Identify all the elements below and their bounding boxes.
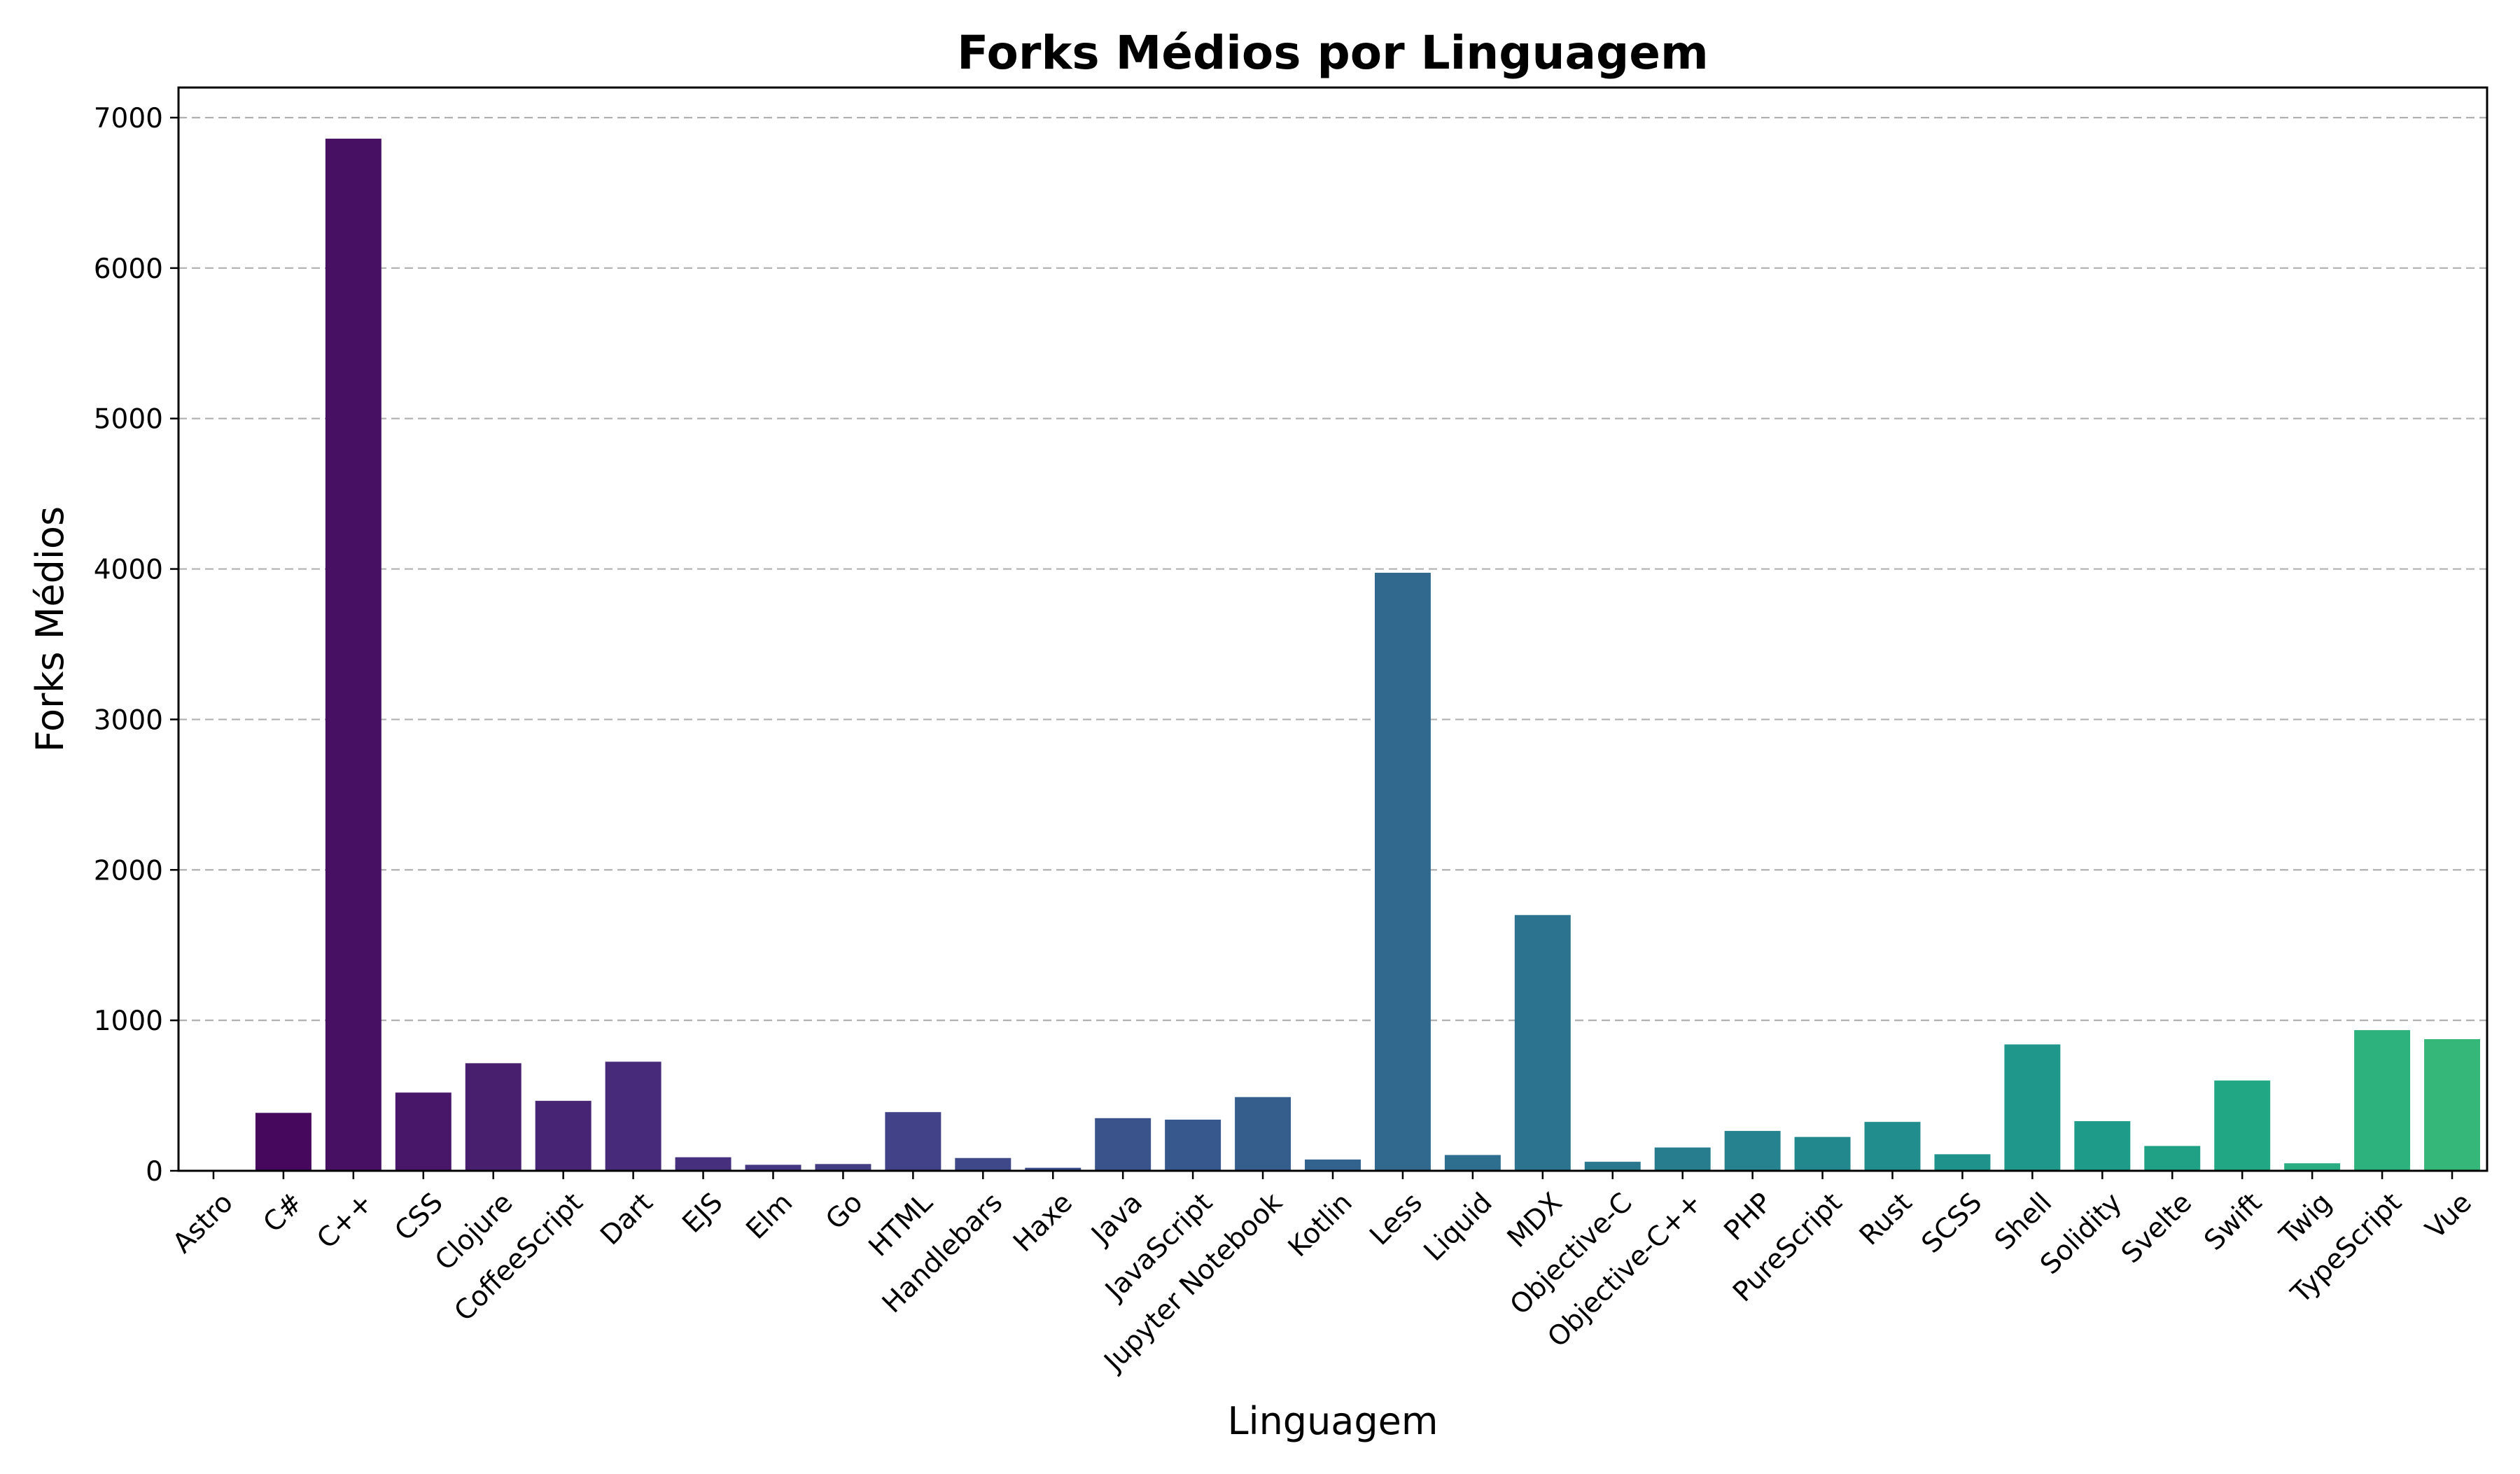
bar-typescript [2354,1030,2411,1171]
bar-haxe [1025,1167,1082,1171]
bar-html [885,1112,941,1171]
bar-java [1095,1118,1152,1171]
x-tick-label: Liquid [1418,1187,1499,1267]
bar-rust [1864,1122,1921,1171]
x-tick-label: Elm [741,1187,799,1246]
bar-liquid [1444,1155,1501,1171]
x-tick-label: CSS [389,1187,449,1247]
bar-shell [2004,1044,2061,1171]
bar-coffeescript [535,1101,592,1171]
bars [185,139,2481,1171]
x-tick-label: Svelte [2115,1187,2198,1270]
x-axis-label: Linguagem [1227,1399,1438,1443]
bar-elm [745,1164,802,1171]
bar-handlebars [955,1157,1011,1171]
chart-title: Forks Médios por Linguagem [957,26,1709,80]
x-tick-label: Astro [167,1187,239,1259]
plot-area-frame [177,86,2488,1172]
x-tick-label: Rust [1854,1187,1918,1251]
x-tick-label: EJS [677,1187,729,1239]
x-tick-label: Kotlin [1282,1187,1359,1263]
bar-php [1724,1131,1781,1171]
y-tick-label: 3000 [94,704,163,736]
bar-dart [605,1062,662,1171]
bar-clojure [465,1063,522,1171]
x-tick-label: Swift [2199,1187,2269,1257]
x-tick-label: C++ [311,1187,379,1255]
bar-scss [1934,1154,1991,1171]
bar-vue [2424,1038,2481,1171]
bar-mdx [1514,915,1571,1171]
bar-solidity [2074,1121,2131,1171]
bar-swift [2214,1080,2271,1171]
y-tick-label: 2000 [94,855,163,887]
bar-less [1374,572,1431,1171]
x-tick-label: PHP [1718,1187,1779,1247]
y-tick-label: 4000 [94,555,163,586]
x-tick-label: Dart [594,1187,659,1251]
bar-ejs [675,1157,732,1171]
bar-objective-c [1584,1162,1641,1171]
y-axis-label: Forks Médios [28,506,72,752]
x-tick-label: Haxe [1007,1187,1079,1258]
bar-go [815,1164,872,1171]
bar-javascript [1165,1119,1222,1171]
grid-lines [178,116,2487,1022]
y-tick-label: 1000 [94,1006,163,1037]
y-tick-label: 6000 [94,253,163,285]
x-tick-label: C# [258,1187,309,1239]
y-tick-label: 5000 [94,404,163,436]
bar-c- [255,1113,312,1171]
x-tick-label: Twig [2273,1187,2338,1252]
y-tick-label: 0 [146,1156,163,1188]
bar-c- [325,139,382,1171]
bar-css [395,1092,451,1171]
y-axis-ticks: 0 1000 2000 3000 4000 5000 6000 7000 [94,103,178,1188]
x-tick-label: SCSS [1916,1187,1989,1260]
bar-objective-c- [1654,1147,1711,1171]
x-tick-label: Java [1084,1187,1149,1251]
bar-kotlin [1305,1159,1361,1171]
bar-jupyter-notebook [1235,1097,1292,1171]
bar-purescript [1794,1136,1851,1171]
x-tick-label: Go [820,1187,869,1236]
bar-svelte [2144,1146,2201,1171]
x-tick-label: Vue [2420,1187,2478,1245]
x-tick-label: Less [1364,1187,1428,1251]
bar-twig [2284,1163,2341,1171]
y-tick-label: 7000 [94,103,163,134]
